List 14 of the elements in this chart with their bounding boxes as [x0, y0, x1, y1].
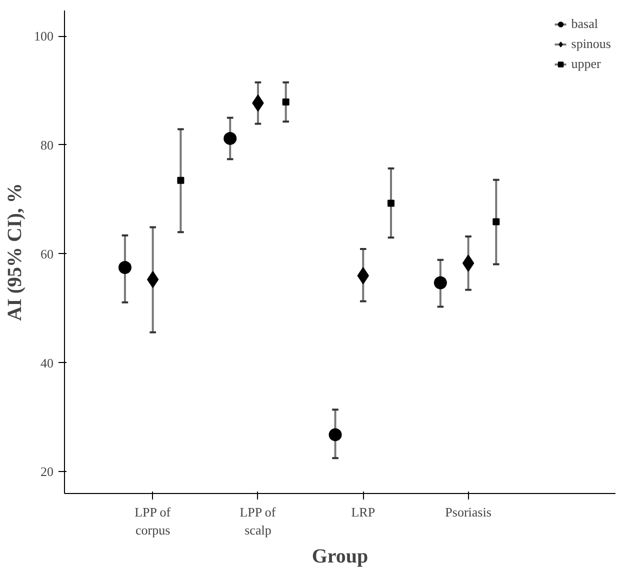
y-axis-title: AI (95% CI), %: [4, 183, 26, 321]
x-tick-label: LPP of scalp: [240, 504, 276, 538]
y-tick-label: 20: [40, 464, 54, 480]
x-axis-title: Group: [312, 546, 368, 568]
y-tick-label: 40: [40, 355, 54, 370]
x-tick-label: LRP: [351, 504, 376, 520]
y-tick-label: 60: [40, 246, 54, 262]
x-tick-label: LPP of corpus: [134, 504, 172, 538]
legend-label: spinous: [571, 36, 611, 52]
y-tick-label: 100: [34, 28, 54, 44]
legend-label: basal: [571, 16, 598, 32]
x-tick-label: Psoriasis: [445, 504, 492, 520]
y-tick-label: 80: [40, 138, 54, 152]
legend-label: upper: [571, 56, 601, 72]
